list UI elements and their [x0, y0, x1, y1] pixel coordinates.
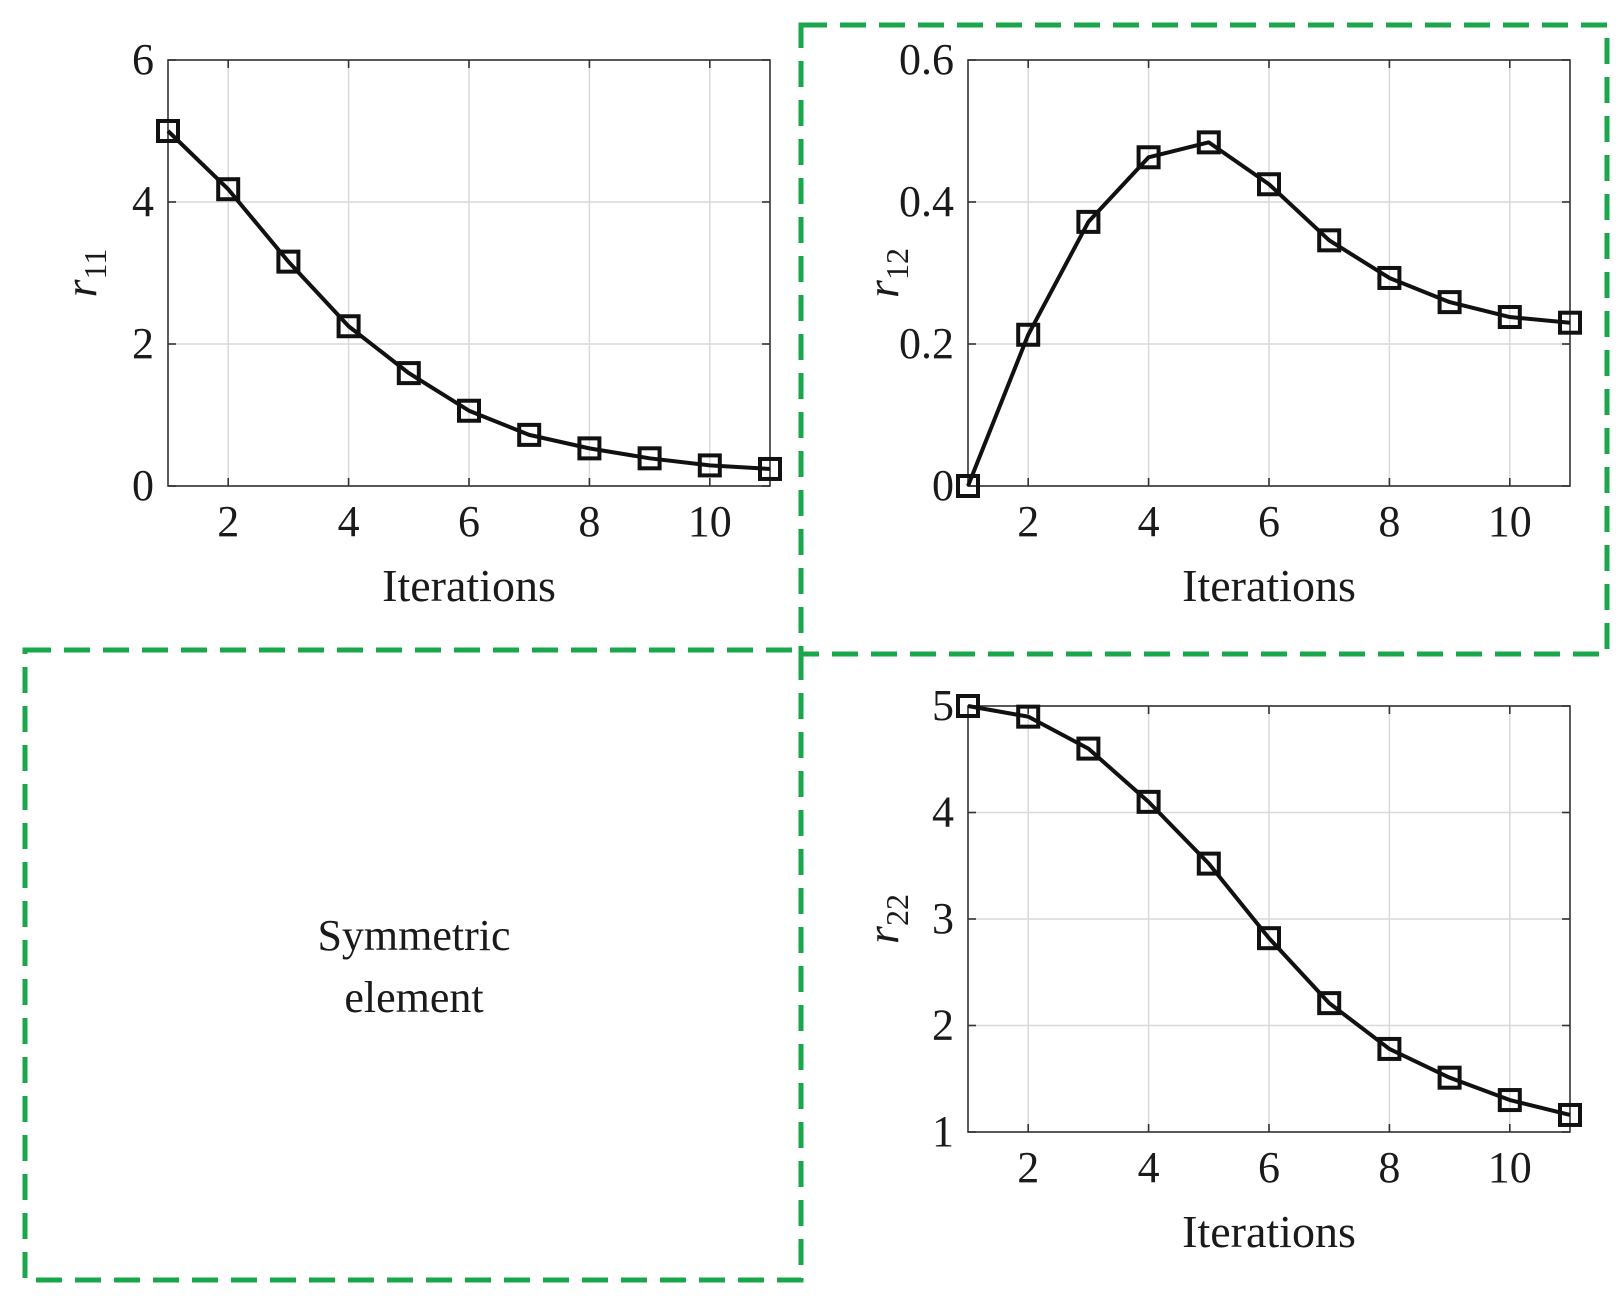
r12-xlabel: Iterations [1182, 560, 1356, 611]
r22-point-marker [1437, 1065, 1462, 1090]
r22-point-marker [1257, 926, 1281, 951]
r12-point-marker [1437, 290, 1462, 315]
r22-point-marker [1076, 736, 1101, 761]
r11-point-marker [276, 249, 301, 274]
r12-series-line [966, 140, 1571, 487]
r22-ytick-label: 3 [932, 894, 954, 943]
r22-xtick-label: 2 [1017, 1143, 1039, 1192]
r22-point-marker [1196, 851, 1221, 876]
dashed-box-symmetric [22, 647, 804, 1283]
r22-ytick-label: 4 [932, 788, 954, 837]
r11-ylabel: r11 [55, 249, 113, 298]
r11-series-line [166, 129, 771, 471]
r22-point-marker [1558, 1102, 1582, 1127]
r11-point-marker [758, 456, 782, 481]
r12-xtick-label: 2 [1017, 497, 1039, 546]
r12-point-marker [1558, 310, 1582, 335]
r11-ytick-label: 0 [132, 461, 154, 510]
r12-xtick-label: 10 [1488, 497, 1532, 546]
r22-point-marker [1497, 1088, 1522, 1113]
r11-xtick-label: 10 [688, 497, 732, 546]
r12-ylabel: r12 [857, 248, 915, 298]
r11-ytick-label: 4 [132, 177, 154, 226]
r22-xtick-label: 8 [1378, 1143, 1400, 1192]
r11-xtick-label: 6 [458, 497, 480, 546]
r12-point-marker [956, 474, 980, 498]
r11-point-marker [577, 436, 602, 461]
r12-point-marker [1076, 209, 1101, 234]
r22-xtick-label: 10 [1488, 1143, 1532, 1192]
r12-point-marker [1497, 305, 1522, 330]
r12-point-marker [1016, 322, 1041, 347]
chart-r12: 2 4 6 8 10 0 0.2 0.4 0.6 Iterations r12 [857, 35, 1582, 611]
r12-point-marker [1136, 145, 1161, 170]
r22-point-marker [1317, 991, 1342, 1016]
r22-ylabel: r22 [857, 894, 915, 944]
r11-point-marker [336, 314, 361, 339]
r11-xtick-label: 8 [578, 497, 600, 546]
r22-xtick-label: 4 [1138, 1143, 1160, 1192]
r12-xtick-label: 8 [1378, 497, 1400, 546]
r12-ytick-label: 0.2 [899, 319, 954, 368]
r11-point-marker [637, 446, 662, 471]
r11-xlabel: Iterations [382, 560, 556, 611]
r12-xtick-label: 6 [1258, 497, 1280, 546]
r22-point-marker [1377, 1036, 1402, 1061]
r22-xlabel: Iterations [1182, 1206, 1356, 1257]
r12-xtick-label: 4 [1138, 497, 1160, 546]
symmetric-note-line-2: element [344, 973, 483, 1022]
r12-point-marker [1196, 130, 1221, 155]
r12-ytick-label: 0.4 [899, 177, 954, 226]
r12-ytick-label: 0 [932, 461, 954, 510]
r22-ytick-label: 5 [932, 681, 954, 730]
r12-point-marker [1317, 228, 1342, 253]
r22-xtick-label: 6 [1258, 1143, 1280, 1192]
r22-ytick-label: 2 [932, 1001, 954, 1050]
r12-point-marker [1257, 172, 1281, 197]
r22-point-marker [956, 694, 980, 718]
r11-point-marker [216, 177, 241, 202]
r11-point-marker [396, 361, 421, 386]
r11-point-marker [697, 453, 722, 478]
r11-xtick-label: 4 [338, 497, 360, 546]
chart-r11: 2 4 6 8 10 0 2 4 6 Iterations r11 [55, 35, 782, 611]
r22-point-marker [1016, 704, 1041, 729]
r11-point-marker [517, 422, 542, 447]
r12-point-marker [1377, 265, 1402, 290]
r11-ytick-label: 2 [132, 319, 154, 368]
r11-point-marker [156, 119, 180, 143]
r22-ytick-label: 1 [932, 1107, 954, 1156]
r22-series-line [967, 704, 1571, 1117]
symmetric-note-line-1: Symmetric [317, 911, 510, 960]
dashed-box-r12 [798, 22, 1610, 657]
r22-point-marker [1136, 789, 1161, 814]
r11-ytick-label: 6 [132, 35, 154, 84]
r11-xtick-label: 2 [217, 497, 239, 546]
r12-ytick-label: 0.6 [899, 35, 954, 84]
r11-point-marker [457, 398, 481, 423]
